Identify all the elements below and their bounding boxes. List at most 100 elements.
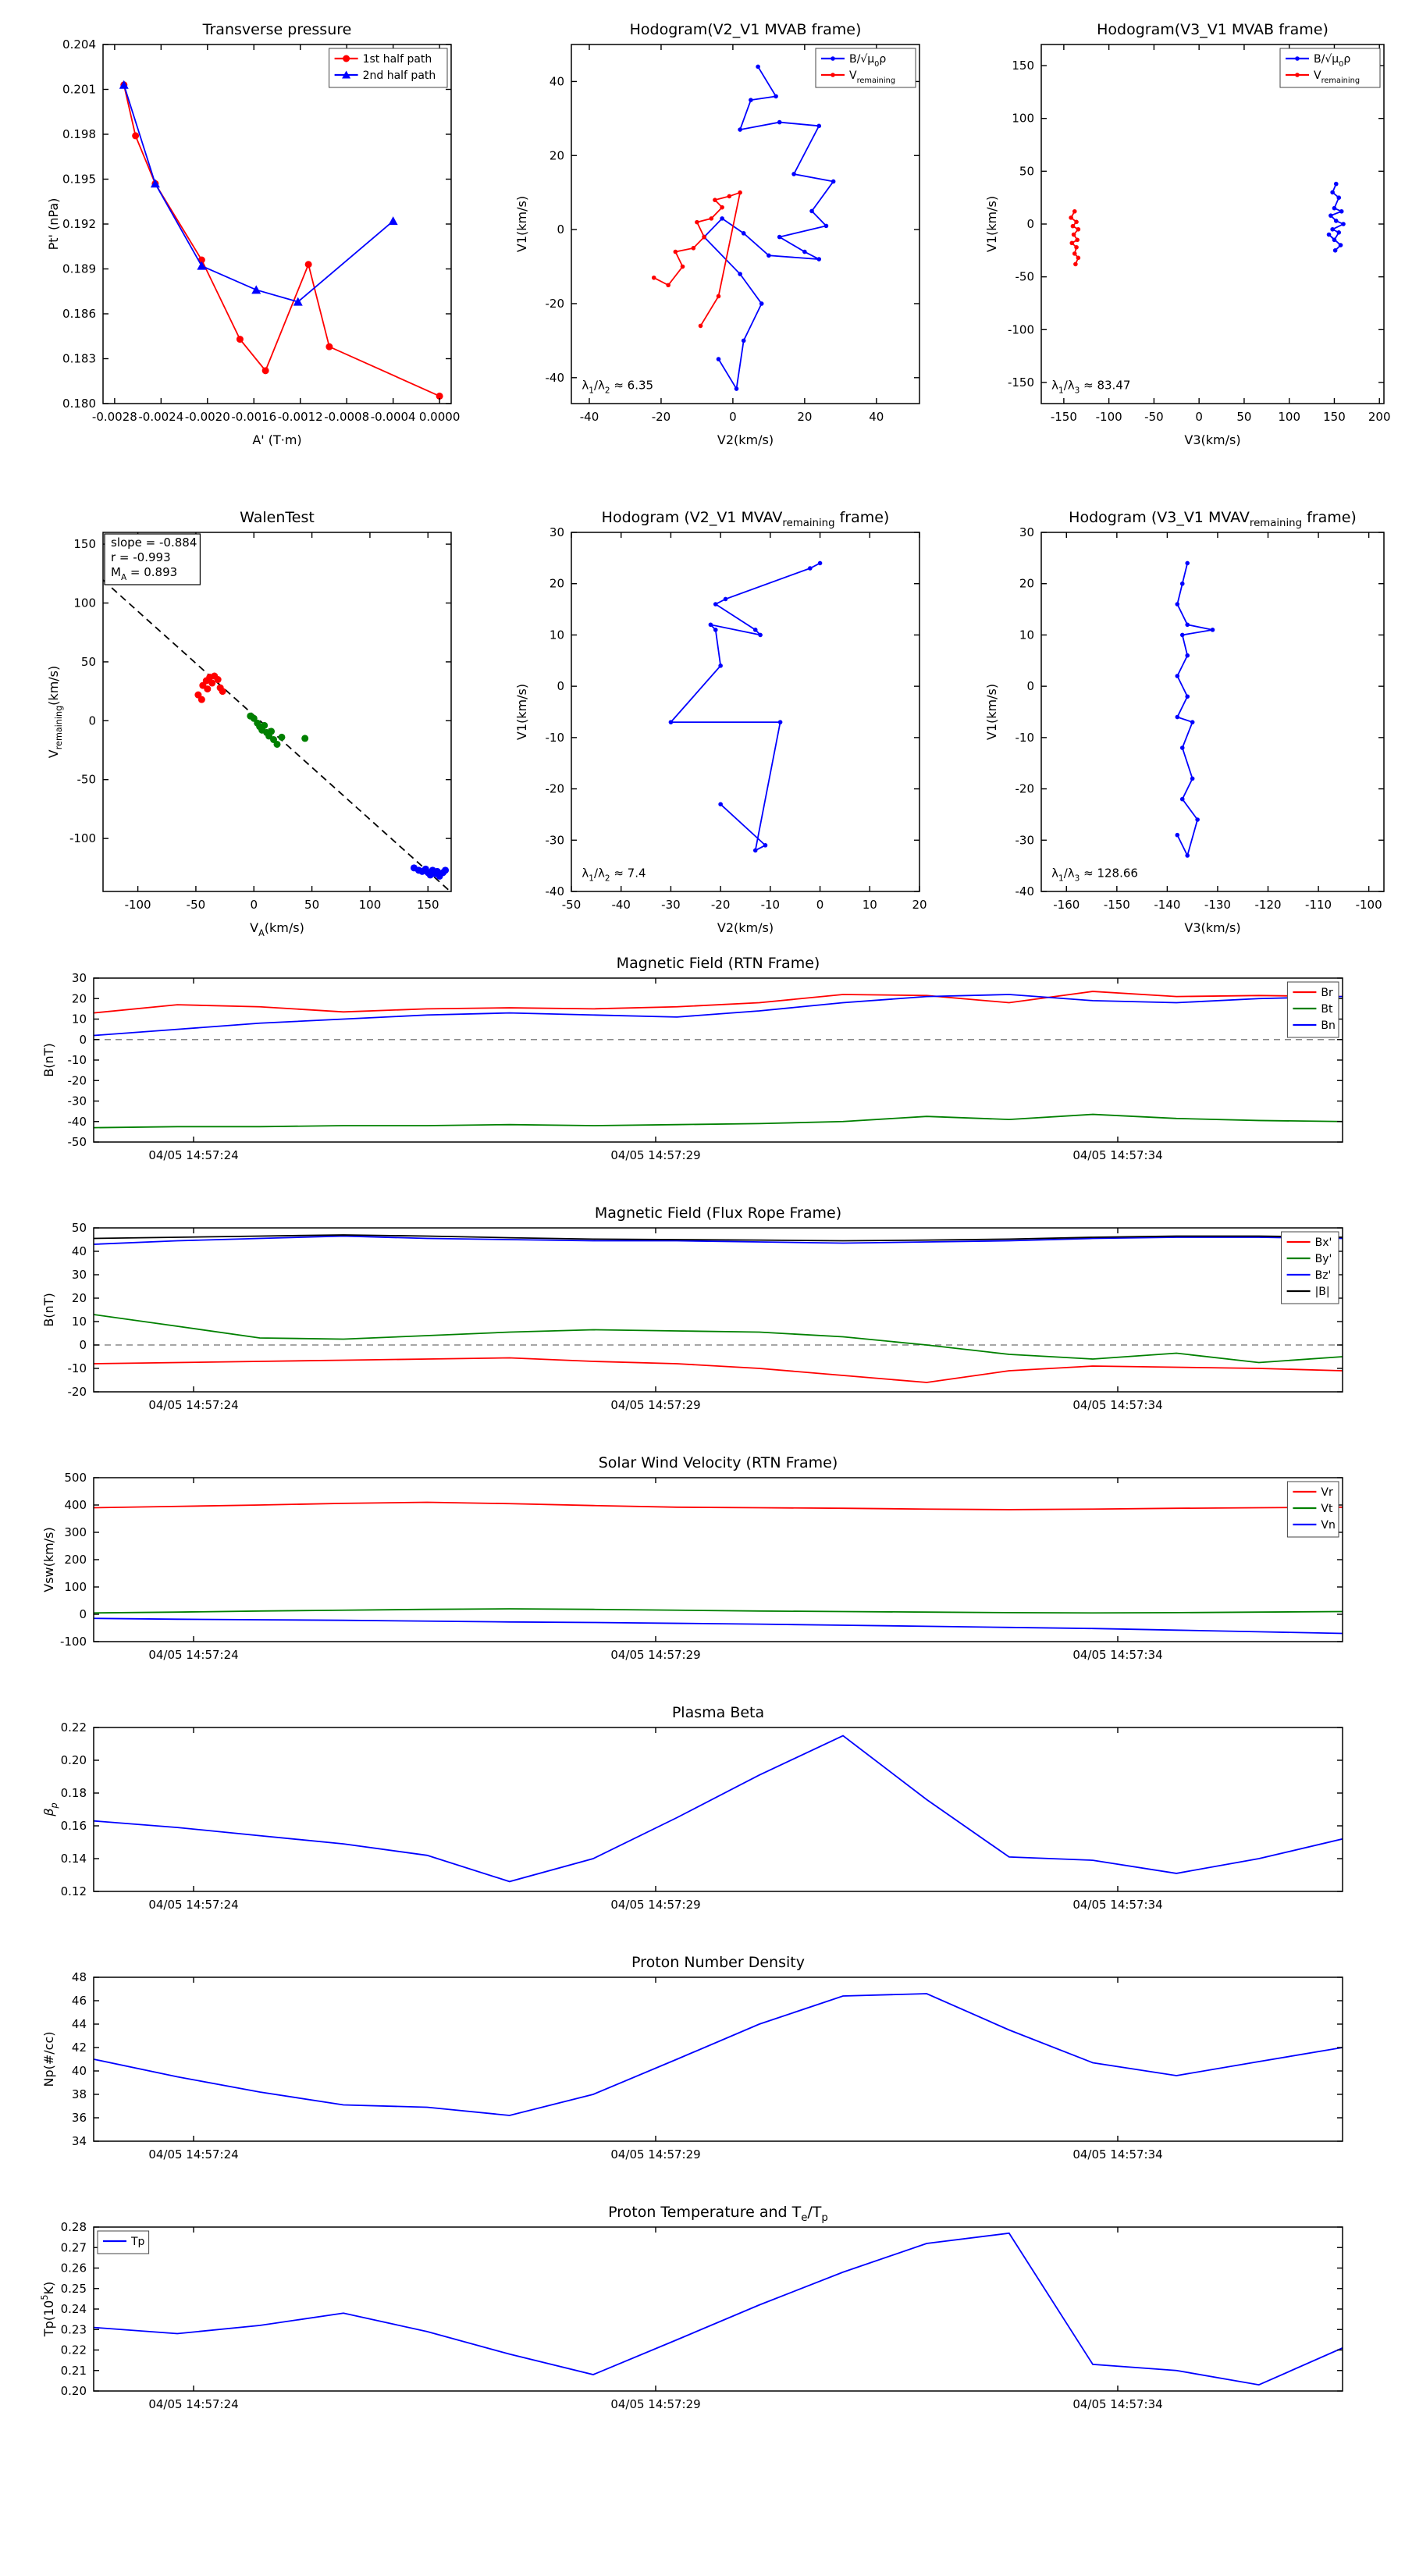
svg-text:VA(km/s): VA(km/s) (250, 920, 304, 938)
svg-text:Pt' (nPa): Pt' (nPa) (46, 198, 61, 251)
svg-text:B(nT): B(nT) (41, 1293, 56, 1326)
svg-text:-0.0020: -0.0020 (185, 410, 230, 424)
svg-text:46: 46 (72, 1994, 87, 2008)
svg-text:-0.0008: -0.0008 (324, 410, 369, 424)
svg-text:04/05 14:57:34: 04/05 14:57:34 (1072, 1898, 1162, 1912)
svg-text:Vremaining: Vremaining (849, 69, 895, 85)
svg-text:-10: -10 (68, 1053, 87, 1067)
svg-text:-100: -100 (1008, 322, 1034, 336)
svg-text:Br: Br (1321, 987, 1333, 999)
svg-text:30: 30 (72, 971, 87, 985)
svg-text:-100: -100 (125, 898, 151, 912)
svg-text:40: 40 (869, 410, 884, 424)
svg-text:λ1/λ2 ≈ 7.4: λ1/λ2 ≈ 7.4 (582, 866, 646, 884)
svg-text:V2(km/s): V2(km/s) (717, 920, 774, 935)
svg-text:04/05 14:57:24: 04/05 14:57:24 (148, 1398, 238, 1412)
svg-text:04/05 14:57:24: 04/05 14:57:24 (148, 2147, 238, 2161)
hodogram-v2v1-mvav-chart: -50 -40 -30 -20 -10 0 10 20 -40 -30 -20 -10 0 10 20 30 H… (500, 500, 937, 945)
svg-text:20: 20 (912, 898, 927, 912)
svg-text:200: 200 (64, 1553, 87, 1567)
svg-text:0: 0 (729, 410, 737, 424)
proton-temperature-chart: 04/05 14:57:24 04/05 14:57:29 04/05 14:57:… (30, 2197, 1357, 2432)
svg-text:Transverse pressure: Transverse pressure (202, 21, 352, 38)
svg-text:V1(km/s): V1(km/s) (984, 196, 999, 252)
svg-text:04/05 14:57:29: 04/05 14:57:29 (610, 1398, 700, 1412)
svg-text:50: 50 (72, 1221, 87, 1235)
svg-text:-140: -140 (1154, 898, 1180, 912)
svg-text:-50: -50 (77, 773, 97, 787)
svg-text:0.12: 0.12 (61, 1884, 87, 1898)
svg-text:04/05 14:57:29: 04/05 14:57:29 (610, 1898, 700, 1912)
svg-text:r = -0.993: r = -0.993 (111, 550, 171, 564)
svg-text:04/05 14:57:29: 04/05 14:57:29 (610, 1648, 700, 1662)
svg-text:0: 0 (557, 222, 564, 237)
walen-test-chart: -100 -50 0 50 100 150 -100 -50 0 50 100 150 WalenTes… (31, 500, 468, 945)
svg-text:-150: -150 (1051, 410, 1077, 424)
svg-text:-0.0028: -0.0028 (92, 410, 137, 424)
svg-text:Tp: Tp (130, 2236, 145, 2248)
svg-text:20: 20 (797, 410, 812, 424)
svg-text:0.195: 0.195 (62, 173, 96, 187)
svg-text:Tp(105K): Tp(105K) (40, 2282, 56, 2337)
svg-text:04/05 14:57:34: 04/05 14:57:34 (1072, 1648, 1162, 1662)
svg-text:-50: -50 (187, 898, 206, 912)
svg-text:B/√μ0ρ: B/√μ0ρ (1314, 53, 1350, 69)
svg-text:Np(#/cc): Np(#/cc) (41, 2032, 56, 2087)
svg-text:100: 100 (359, 898, 382, 912)
svg-text:04/05 14:57:24: 04/05 14:57:24 (148, 1148, 238, 1162)
svg-text:04/05 14:57:34: 04/05 14:57:34 (1072, 1148, 1162, 1162)
svg-text:Vremaining: Vremaining (1314, 69, 1360, 85)
svg-text:200: 200 (1368, 410, 1391, 424)
svg-text:100: 100 (1012, 112, 1034, 126)
svg-text:20: 20 (550, 148, 564, 162)
svg-text:-30: -30 (661, 898, 681, 912)
svg-text:0.183: 0.183 (62, 352, 96, 366)
svg-text:100: 100 (1278, 410, 1300, 424)
svg-text:34: 34 (72, 2134, 87, 2148)
hodogram-v3v1-mvab-chart: -150 -100 -50 0 50 100 150 200 -150 -100 -50 0 50 100… (969, 12, 1401, 457)
svg-text:0.180: 0.180 (62, 397, 96, 411)
svg-text:400: 400 (64, 1498, 87, 1512)
svg-text:0: 0 (1026, 217, 1034, 231)
svg-text:Bx': Bx' (1315, 1236, 1332, 1249)
svg-text:04/05 14:57:29: 04/05 14:57:29 (610, 2147, 700, 2161)
svg-text:0: 0 (79, 1338, 87, 1352)
svg-text:Magnetic Field (Flux Rope Fram: Magnetic Field (Flux Rope Frame) (595, 1204, 841, 1222)
svg-text:Hodogram(V2_V1 MVAB frame): Hodogram(V2_V1 MVAB frame) (630, 21, 862, 38)
svg-text:20: 20 (72, 991, 87, 1005)
svg-text:Plasma Beta: Plasma Beta (672, 1704, 764, 1721)
svg-text:10: 10 (550, 628, 564, 642)
svg-text:-50: -50 (562, 898, 582, 912)
svg-text:0.21: 0.21 (61, 2364, 87, 2378)
svg-text:Proton Number Density: Proton Number Density (631, 1954, 805, 1971)
svg-text:0: 0 (557, 679, 564, 693)
svg-text:-100: -100 (1356, 898, 1382, 912)
svg-text:|B|: |B| (1315, 1286, 1330, 1298)
svg-text:-0.0012: -0.0012 (278, 410, 323, 424)
svg-text:-100: -100 (69, 831, 96, 845)
svg-text:λ1/λ3 ≈ 128.66: λ1/λ3 ≈ 128.66 (1051, 866, 1138, 884)
svg-text:λ1/λ3 ≈ 83.47: λ1/λ3 ≈ 83.47 (1051, 379, 1130, 396)
svg-text:V1(km/s): V1(km/s) (984, 684, 999, 740)
svg-text:-110: -110 (1305, 898, 1332, 912)
transverse-pressure-chart: -0.0028 -0.0024 -0.0020 -0.0016 -0.0012 -0.00… (31, 12, 468, 457)
svg-text:-0.0004: -0.0004 (371, 410, 416, 424)
hodogram-v2v1-mvab-chart: -40 -20 0 20 40 -40 -20 0 20 40 Hodogram(V2_V1 MVA… (500, 12, 937, 457)
svg-text:38: 38 (72, 2087, 87, 2101)
svg-text:1st half path: 1st half path (363, 53, 432, 66)
svg-text:0.22: 0.22 (61, 2343, 87, 2357)
svg-text:100: 100 (64, 1580, 87, 1594)
svg-text:0.14: 0.14 (61, 1852, 87, 1866)
svg-text:20: 20 (72, 1291, 87, 1305)
svg-text:2nd half path: 2nd half path (363, 69, 436, 82)
svg-text:150: 150 (1323, 410, 1346, 424)
svg-text:MA = 0.893: MA = 0.893 (111, 565, 177, 582)
svg-text:Hodogram (V2_V1 MVAVremaining: Hodogram (V2_V1 MVAVremaining frame) (602, 509, 890, 529)
svg-text:slope = -0.884: slope = -0.884 (111, 535, 197, 550)
svg-text:Vt: Vt (1321, 1503, 1333, 1515)
svg-text:10: 10 (72, 1012, 87, 1026)
svg-text:Bz': Bz' (1315, 1269, 1332, 1282)
svg-text:B/√μ0ρ: B/√μ0ρ (849, 53, 886, 69)
svg-text:Hodogram(V3_V1 MVAB frame): Hodogram(V3_V1 MVAB frame) (1097, 21, 1329, 38)
svg-text:30: 30 (550, 525, 564, 539)
